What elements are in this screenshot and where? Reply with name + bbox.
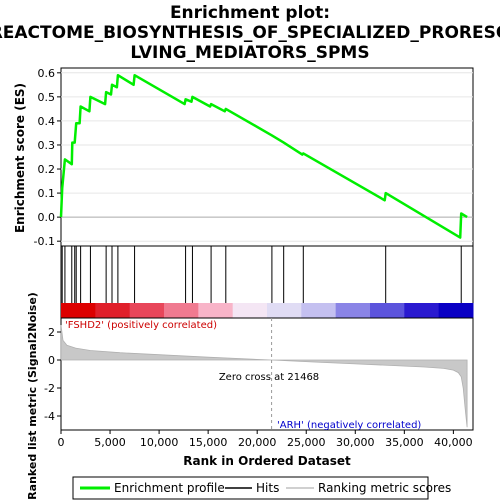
legend-enrichment-label: Enrichment profile [114, 481, 225, 495]
es-y-axis-label: Enrichment score (ES) [13, 83, 27, 233]
title-line-3: LVING_MEDIATORS_SPMS [130, 43, 369, 63]
ranked-y-axis: -4 -2 0 2 [44, 326, 61, 423]
x-axis: 0 5,000 10,000 15,000 20,000 25,000 30,000 35,0… [58, 430, 473, 449]
es-gridlines [61, 72, 473, 242]
heatmap-segment [335, 303, 371, 318]
es-y-tick-label: 0.3 [38, 139, 56, 152]
ranked-y-tick-label: 0 [48, 354, 55, 367]
ranking-metric-area [60, 324, 468, 428]
legend: Enrichment profile Hits Ranking metric s… [72, 476, 451, 500]
ranked-y-tick-label: 2 [48, 326, 55, 339]
heatmap-segment [198, 303, 234, 318]
negative-label: 'ARH' (negatively correlated) [277, 420, 421, 431]
heatmap-segment [129, 303, 165, 318]
x-tick-label: 10,000 [140, 436, 179, 449]
heatmap-segment [438, 303, 474, 318]
heatmap-segment [370, 303, 405, 318]
heatmap-segment [164, 303, 199, 318]
heatmap-segment [95, 303, 131, 318]
hit-markers [61, 246, 462, 303]
rank-heatmap-bar [61, 303, 474, 318]
es-series [59, 73, 468, 239]
es-y-tick-label: 0.5 [38, 91, 56, 104]
positive-label: 'FSHD2' (positively correlated) [65, 320, 217, 331]
heatmap-segment [301, 303, 337, 318]
es-plot-frame [60, 67, 474, 247]
x-tick-label: 30,000 [336, 436, 375, 449]
x-tick-label: 0 [58, 436, 65, 449]
x-tick-label: 20,000 [238, 436, 277, 449]
x-tick-label: 5,000 [94, 436, 126, 449]
enrichment-profile-line [59, 73, 468, 239]
legend-hits-label: Hits [256, 481, 279, 495]
x-tick-label: 25,000 [287, 436, 326, 449]
title-line-1: Enrichment plot: [170, 3, 330, 23]
x-tick-label: 40,000 [434, 436, 473, 449]
x-axis-label: Rank in Ordered Dataset [183, 454, 351, 468]
ranked-metric-panel: -4 -2 0 2 0 5,000 10,000 15,000 20,000 25,000 30,… [26, 292, 474, 500]
zero-cross-label: Zero cross at 21468 [219, 372, 319, 383]
es-y-tick-label: 0.4 [38, 115, 56, 128]
ranked-y-tick-label: -2 [44, 382, 55, 395]
ranked-y-tick-label: -4 [44, 410, 55, 423]
heatmap-segment [232, 303, 268, 318]
es-y-tick-label: 0.2 [38, 163, 56, 176]
ranked-metric-area [60, 324, 468, 428]
es-y-axis: -0.1 0.0 0.1 0.2 0.3 0.4 0.5 0.6 [34, 67, 61, 248]
title-line-2: REACTOME_BIOSYNTHESIS_OF_SPECIALIZED_PRO… [0, 23, 500, 43]
es-y-tick-label: 0.1 [38, 187, 56, 200]
hits-panel [60, 245, 474, 319]
x-tick-label: 35,000 [385, 436, 424, 449]
es-y-tick-label: -0.1 [34, 235, 55, 248]
legend-ranking-label: Ranking metric scores [318, 481, 451, 495]
enrichment-score-panel: -0.1 0.0 0.1 0.2 0.3 0.4 0.5 0.6 Enrichment sco… [13, 67, 474, 248]
heatmap-segment [267, 303, 302, 318]
x-tick-label: 15,000 [189, 436, 228, 449]
es-y-tick-label: 0.0 [38, 211, 56, 224]
heatmap-segment [404, 303, 440, 318]
ranked-plot-frame [60, 317, 474, 431]
ranked-y-axis-label: Ranked list metric (Signal2Noise) [26, 292, 39, 500]
heatmap-segment [61, 303, 96, 318]
es-y-tick-label: 0.6 [38, 67, 56, 80]
